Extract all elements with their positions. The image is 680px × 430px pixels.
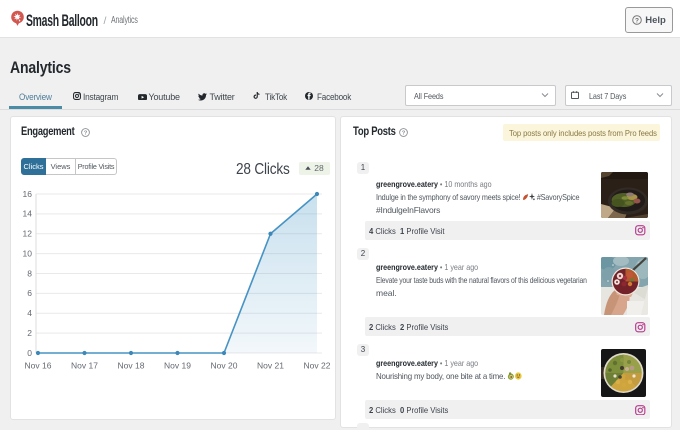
svg-text:12: 12 — [23, 229, 33, 239]
svg-text:Nov 22: Nov 22 — [304, 361, 331, 371]
svg-text:Nov 16: Nov 16 — [25, 361, 52, 371]
svg-text:6: 6 — [27, 288, 32, 298]
svg-text:Nov 20: Nov 20 — [211, 361, 238, 371]
svg-text:4: 4 — [27, 308, 32, 318]
svg-text:?: ? — [635, 17, 639, 24]
svg-text:0: 0 — [27, 348, 32, 358]
svg-text:?: ? — [84, 131, 88, 137]
svg-text:16: 16 — [23, 189, 33, 199]
svg-text:Nov 19: Nov 19 — [164, 361, 191, 371]
svg-text:Nov 17: Nov 17 — [71, 361, 98, 371]
svg-text:14: 14 — [23, 209, 33, 219]
svg-text:2: 2 — [27, 328, 32, 338]
svg-text:Nov 18: Nov 18 — [118, 361, 145, 371]
svg-text:Nov 21: Nov 21 — [257, 361, 284, 371]
svg-text:8: 8 — [27, 268, 32, 278]
svg-text:10: 10 — [23, 248, 33, 258]
svg-text:?: ? — [402, 131, 406, 137]
